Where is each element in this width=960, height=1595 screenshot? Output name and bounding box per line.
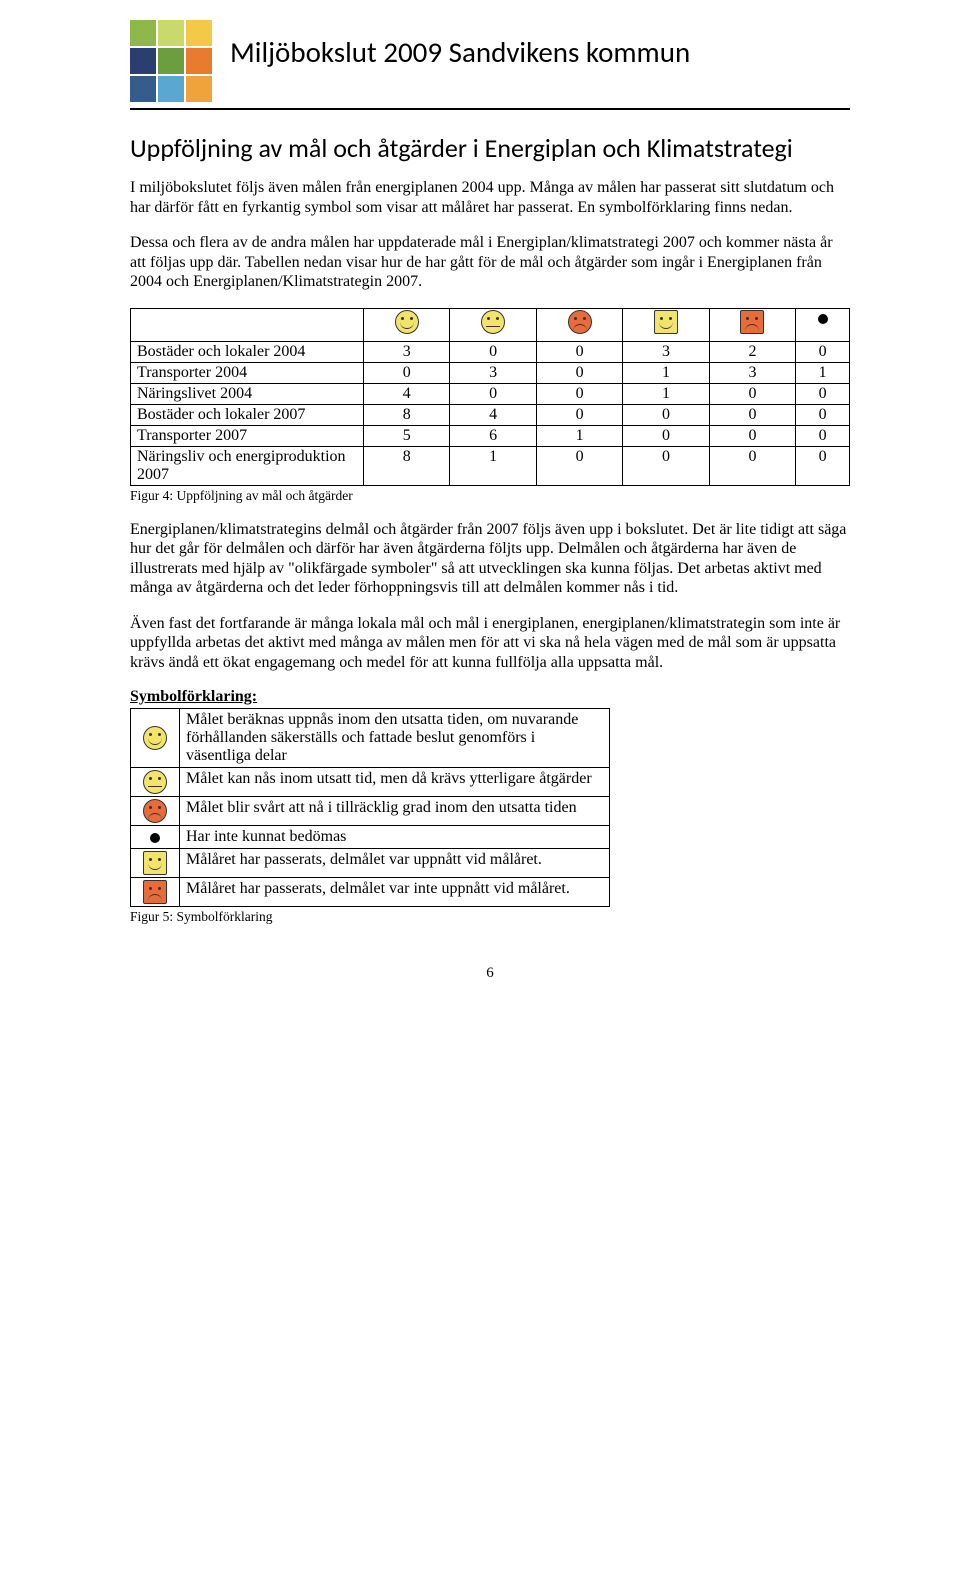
cell-value: 4 bbox=[450, 404, 536, 425]
legend-row: Målet blir svårt att nå i tillräcklig gr… bbox=[131, 797, 610, 826]
cell-value: 0 bbox=[623, 404, 709, 425]
cell-value: 0 bbox=[709, 383, 795, 404]
cell-value: 3 bbox=[450, 362, 536, 383]
cell-value: 0 bbox=[796, 341, 850, 362]
cell-value: 3 bbox=[364, 341, 450, 362]
paragraph-4: Även fast det fortfarande är många lokal… bbox=[130, 614, 850, 673]
cell-value: 1 bbox=[623, 362, 709, 383]
row-label: Transporter 2004 bbox=[131, 362, 364, 383]
results-table: Bostäder och lokaler 2004300320Transport… bbox=[130, 308, 850, 486]
cell-value: 2 bbox=[709, 341, 795, 362]
cell-value: 0 bbox=[623, 425, 709, 446]
cell-value: 0 bbox=[536, 446, 622, 485]
legend-row: Målåret har passerats, delmålet var inte… bbox=[131, 878, 610, 907]
legend-title: Symbolförklaring: bbox=[130, 688, 850, 706]
cell-value: 1 bbox=[623, 383, 709, 404]
neutral-round-icon bbox=[143, 770, 167, 794]
legend-row: Målåret har passerats, delmålet var uppn… bbox=[131, 849, 610, 878]
cell-value: 0 bbox=[709, 446, 795, 485]
cell-value: 1 bbox=[450, 446, 536, 485]
legend-text: Har inte kunnat bedömas bbox=[180, 826, 610, 849]
row-label: Näringsliv och energiproduktion 2007 bbox=[131, 446, 364, 485]
cell-value: 0 bbox=[796, 383, 850, 404]
cell-value: 8 bbox=[364, 446, 450, 485]
table-row: Bostäder och lokaler 2007840000 bbox=[131, 404, 850, 425]
legend-caption: Figur 5: Symbolförklaring bbox=[130, 909, 850, 925]
row-label: Bostäder och lokaler 2004 bbox=[131, 341, 364, 362]
cell-value: 0 bbox=[709, 404, 795, 425]
table-caption: Figur 4: Uppföljning av mål och åtgärder bbox=[130, 488, 850, 504]
cell-value: 0 bbox=[536, 362, 622, 383]
legend-text: Målet blir svårt att nå i tillräcklig gr… bbox=[180, 797, 610, 826]
row-label: Transporter 2007 bbox=[131, 425, 364, 446]
happy-square-icon bbox=[143, 851, 167, 875]
cell-value: 0 bbox=[536, 404, 622, 425]
header-title: Miljöbokslut 2009 Sandvikens kommun bbox=[230, 34, 690, 70]
page-number: 6 bbox=[130, 965, 850, 982]
dot-icon bbox=[150, 833, 160, 843]
cell-value: 4 bbox=[364, 383, 450, 404]
legend-row: Målet beräknas uppnås inom den utsatta t… bbox=[131, 709, 610, 768]
cell-value: 1 bbox=[796, 362, 850, 383]
happy-round-icon bbox=[395, 310, 419, 334]
cell-value: 0 bbox=[796, 446, 850, 485]
cell-value: 0 bbox=[536, 383, 622, 404]
logo bbox=[130, 20, 212, 102]
cell-value: 0 bbox=[796, 404, 850, 425]
legend-text: Målåret har passerats, delmålet var uppn… bbox=[180, 849, 610, 878]
row-label: Bostäder och lokaler 2007 bbox=[131, 404, 364, 425]
table-row: Näringsliv och energiproduktion 20078100… bbox=[131, 446, 850, 485]
cell-value: 0 bbox=[536, 341, 622, 362]
table-row: Bostäder och lokaler 2004300320 bbox=[131, 341, 850, 362]
cell-value: 3 bbox=[623, 341, 709, 362]
cell-value: 0 bbox=[450, 383, 536, 404]
paragraph-1: I miljöbokslutet följs även målen från e… bbox=[130, 178, 850, 217]
page-header: Miljöbokslut 2009 Sandvikens kommun bbox=[130, 20, 850, 102]
happy-square-icon bbox=[654, 310, 678, 334]
paragraph-2: Dessa och flera av de andra målen har up… bbox=[130, 233, 850, 292]
cell-value: 0 bbox=[364, 362, 450, 383]
cell-value: 5 bbox=[364, 425, 450, 446]
legend-row: Målet kan nås inom utsatt tid, men då kr… bbox=[131, 768, 610, 797]
legend-text: Målet beräknas uppnås inom den utsatta t… bbox=[180, 709, 610, 768]
table-row: Näringslivet 2004400100 bbox=[131, 383, 850, 404]
sad-round-icon bbox=[143, 799, 167, 823]
cell-value: 3 bbox=[709, 362, 795, 383]
cell-value: 1 bbox=[536, 425, 622, 446]
cell-value: 0 bbox=[796, 425, 850, 446]
cell-value: 8 bbox=[364, 404, 450, 425]
cell-value: 0 bbox=[709, 425, 795, 446]
table-row: Transporter 2007561000 bbox=[131, 425, 850, 446]
sad-round-icon bbox=[568, 310, 592, 334]
dot-icon bbox=[818, 314, 828, 324]
sad-square-icon bbox=[740, 310, 764, 334]
happy-round-icon bbox=[143, 726, 167, 750]
table-row: Transporter 2004030131 bbox=[131, 362, 850, 383]
cell-value: 0 bbox=[450, 341, 536, 362]
legend-text: Målåret har passerats, delmålet var inte… bbox=[180, 878, 610, 907]
paragraph-3: Energiplanen/klimatstrategins delmål och… bbox=[130, 520, 850, 598]
legend-text: Målet kan nås inom utsatt tid, men då kr… bbox=[180, 768, 610, 797]
cell-value: 0 bbox=[623, 446, 709, 485]
row-label: Näringslivet 2004 bbox=[131, 383, 364, 404]
legend-table: Målet beräknas uppnås inom den utsatta t… bbox=[130, 708, 610, 907]
neutral-round-icon bbox=[481, 310, 505, 334]
section-title: Uppföljning av mål och åtgärder i Energi… bbox=[130, 132, 850, 164]
sad-square-icon bbox=[143, 880, 167, 904]
header-rule bbox=[130, 108, 850, 110]
cell-value: 6 bbox=[450, 425, 536, 446]
legend-row: Har inte kunnat bedömas bbox=[131, 826, 610, 849]
